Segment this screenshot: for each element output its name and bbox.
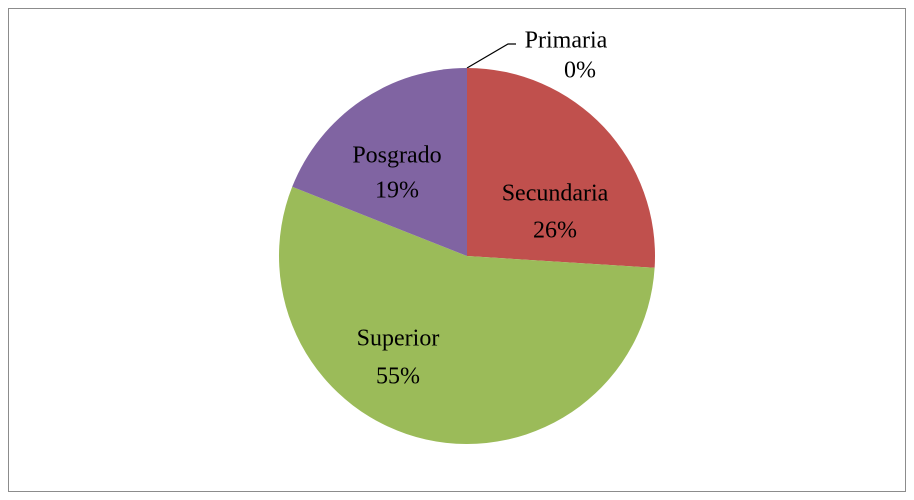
slice-value-label: 19% <box>375 178 419 204</box>
pie-slice <box>292 67 467 257</box>
slice-value-label: 26% <box>533 218 577 244</box>
slice-label: Superior <box>357 326 440 352</box>
slice-value-label: 55% <box>376 364 420 390</box>
pie-slice <box>279 186 655 444</box>
pie-slice <box>467 68 655 268</box>
slice-label: Posgrado <box>352 143 441 169</box>
leader-line <box>466 43 516 69</box>
slice-label: Secundaria <box>502 181 609 207</box>
slice-label: Primaria <box>525 28 608 54</box>
slice-value-label: 0% <box>564 58 596 84</box>
